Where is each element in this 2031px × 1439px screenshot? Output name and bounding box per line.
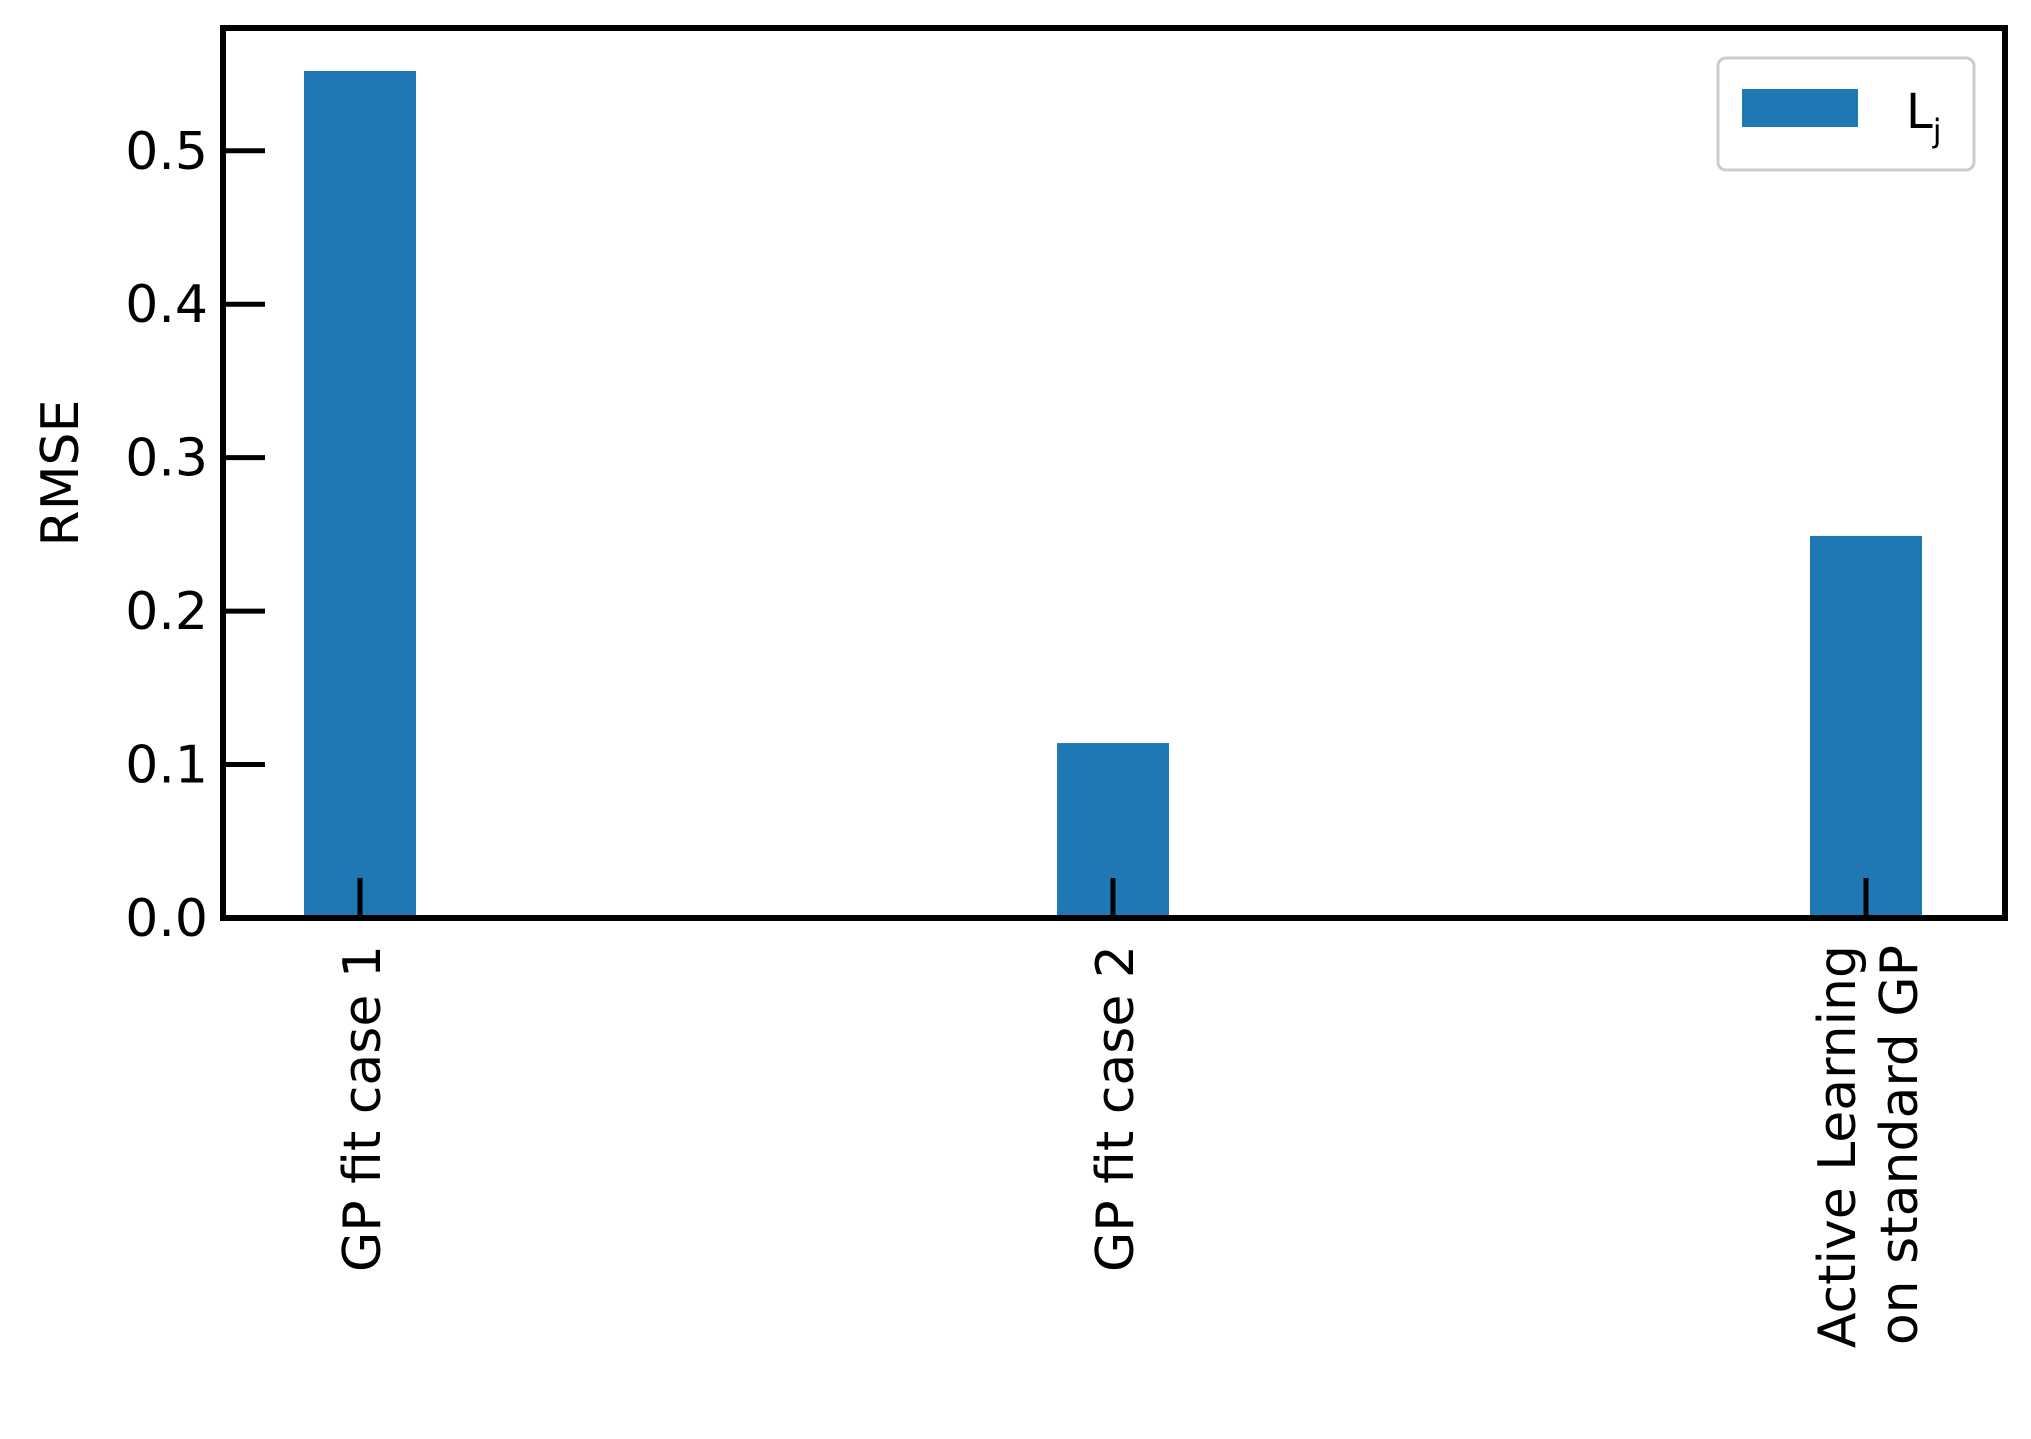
y-tick-label-3: 0.3 xyxy=(125,429,208,489)
x-tick-label-3-line-2: on standard GP xyxy=(1870,945,1930,1345)
legend-label: Lj xyxy=(1906,84,1942,150)
y-tick-label-1: 0.1 xyxy=(125,736,208,796)
legend-swatch xyxy=(1742,89,1858,127)
bars-layer xyxy=(304,70,1922,918)
bar-3 xyxy=(1810,535,1922,918)
x-tick-label-1: GP fit case 1 xyxy=(333,945,393,1272)
y-tick-label-5: 0.5 xyxy=(125,122,208,182)
plot-frame xyxy=(220,25,2008,921)
x-tick-label-2: GP fit case 2 xyxy=(1086,945,1146,1272)
y-tick-label-0: 0.0 xyxy=(125,889,208,949)
bar-1 xyxy=(304,70,416,918)
y-tick-label-2: 0.2 xyxy=(125,582,208,642)
x-tick-label-3-line-1: Active Learning xyxy=(1808,945,1868,1348)
legend-label-subscript: j xyxy=(1932,112,1942,150)
y-tick-label-4: 0.4 xyxy=(125,275,208,335)
y-axis-label: RMSE xyxy=(31,400,91,547)
legend: Lj xyxy=(1716,56,1976,172)
legend-label-main: L xyxy=(1906,84,1933,140)
ticks-layer xyxy=(223,148,1869,921)
labels-layer: GP fit case 1 GP fit case 2 Active Learnin… xyxy=(125,122,1930,1348)
